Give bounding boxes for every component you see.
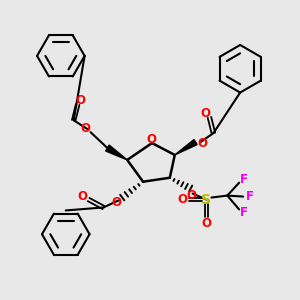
Polygon shape xyxy=(175,140,197,155)
Text: O: O xyxy=(76,94,85,107)
Text: O: O xyxy=(178,193,188,206)
Text: O: O xyxy=(81,122,91,135)
Text: O: O xyxy=(146,133,156,146)
Text: F: F xyxy=(240,173,248,186)
Text: O: O xyxy=(78,190,88,203)
Polygon shape xyxy=(106,145,127,160)
Text: O: O xyxy=(202,217,212,230)
Text: F: F xyxy=(246,190,254,203)
Text: O: O xyxy=(111,196,121,209)
Text: S: S xyxy=(202,193,212,206)
Text: O: O xyxy=(200,107,211,120)
Text: O: O xyxy=(197,136,208,150)
Text: O: O xyxy=(187,189,196,202)
Text: F: F xyxy=(240,206,248,219)
